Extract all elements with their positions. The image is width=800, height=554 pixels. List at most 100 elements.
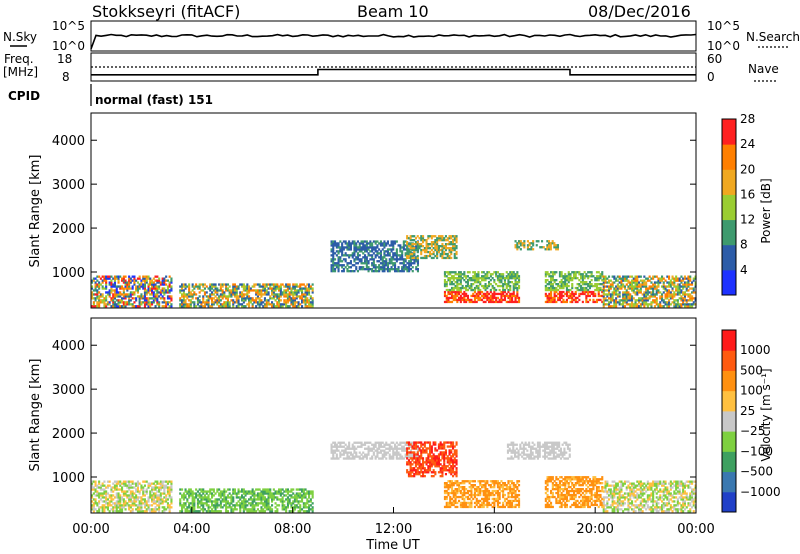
heatmap-cell [455,459,458,462]
heatmap-cell [682,297,685,300]
heatmap-cell [99,494,102,497]
heatmap-cell [470,284,473,288]
heatmap-cell [602,283,605,286]
heatmap-cell [447,271,450,274]
heatmap-cell [232,293,235,296]
heatmap-cell [276,301,279,304]
heatmap-cell [110,275,113,278]
heatmap-cell [470,294,473,298]
heatmap-cell [409,245,412,248]
heatmap-cell [580,286,583,290]
heatmap-cell [92,504,95,507]
heatmap-cell [578,273,581,276]
heatmap-cell [122,502,125,505]
heatmap-cell [439,443,442,446]
heatmap-cell [574,290,577,294]
heatmap-cell [158,498,161,501]
heatmap-cell [631,301,634,304]
heatmap-cell [448,250,451,254]
heatmap-cell [198,494,201,497]
heatmap-cell [353,264,356,267]
heatmap-cell [608,291,611,294]
heatmap-cell [444,441,447,444]
heatmap-cell [646,287,649,290]
heatmap-cell [156,496,159,499]
heatmap-cell [394,264,397,267]
heatmap-cell [553,296,556,300]
heatmap-cell [399,256,402,259]
heatmap-cell [158,510,161,513]
heatmap-cell [434,455,437,458]
heatmap-cell [158,287,161,290]
heatmap-cell [131,508,134,511]
heatmap-cell [113,275,116,278]
heatmap-cell [221,498,224,501]
heatmap-cell [135,484,138,487]
heatmap-cell [425,247,428,250]
heatmap-cell [367,246,370,249]
heatmap-cell [676,293,679,296]
heatmap-cell [290,299,293,302]
heatmap-cell [332,457,335,460]
heatmap-cell [166,303,169,306]
heatmap-cell [179,502,182,505]
heatmap-cell [302,492,305,495]
heatmap-cell [639,275,642,278]
heatmap-cell [202,504,205,507]
heatmap-cell [484,273,487,276]
heatmap-cell [299,492,302,495]
heatmap-cell [683,291,686,294]
heatmap-cell [311,287,314,290]
heatmap-cell [365,250,368,253]
heatmap-cell [226,297,229,300]
heatmap-cell [226,299,229,302]
heatmap-cell [456,294,459,298]
heatmap-cell [451,277,454,280]
heatmap-cell [445,482,448,485]
heatmap-cell [427,467,430,470]
heatmap-cell [263,506,266,509]
heatmap-cell [165,275,168,278]
heatmap-cell [117,281,120,284]
heatmap-cell [409,256,412,260]
heatmap-cell [230,498,233,501]
heatmap-cell [281,508,284,511]
heatmap-cell [341,242,344,245]
heatmap-cell [379,441,382,444]
heatmap-cell [218,289,221,292]
heatmap-cell [186,490,189,493]
heatmap-cell [304,293,307,296]
heatmap-cell [223,291,226,294]
heatmap-cell [189,490,192,493]
heatmap-cell [267,303,270,306]
heatmap-cell [439,459,442,462]
heatmap-cell [687,281,690,284]
heatmap-cell [429,447,432,450]
heatmap-cell [673,279,676,282]
heatmap-cell [409,250,412,254]
heatmap-cell [242,498,245,501]
heatmap-cell [682,279,685,282]
heatmap-cell [413,455,416,458]
heatmap-cell [441,443,444,446]
heatmap-cell [548,244,551,247]
heatmap-cell [466,298,469,302]
heatmap-cell [189,510,192,513]
freq-tick-top: 18 [57,52,72,66]
heatmap-cell [143,504,146,507]
heatmap-cell [161,281,164,284]
heatmap-cell [381,266,384,269]
heatmap-cell [253,506,256,509]
heatmap-cell [108,502,111,505]
heatmap-cell [456,283,459,286]
heatmap-cell [138,285,141,288]
heatmap-cell [147,289,150,292]
heatmap-cell [378,451,381,454]
heatmap-cell [444,453,447,456]
heatmap-cell [163,508,166,511]
heatmap-cell [588,286,591,290]
heatmap-cell [232,508,235,511]
heatmap-cell [360,445,363,448]
heatmap-cell [455,471,458,474]
heatmap-cell [105,299,108,302]
